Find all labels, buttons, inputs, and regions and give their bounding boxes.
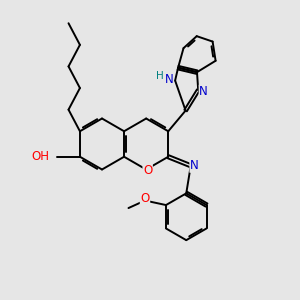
Text: OH: OH [31, 150, 49, 163]
Text: O: O [143, 164, 152, 178]
Text: N: N [165, 73, 173, 85]
Text: H: H [156, 71, 164, 81]
Text: O: O [140, 192, 150, 205]
Text: N: N [199, 85, 208, 98]
Text: N: N [190, 159, 199, 172]
